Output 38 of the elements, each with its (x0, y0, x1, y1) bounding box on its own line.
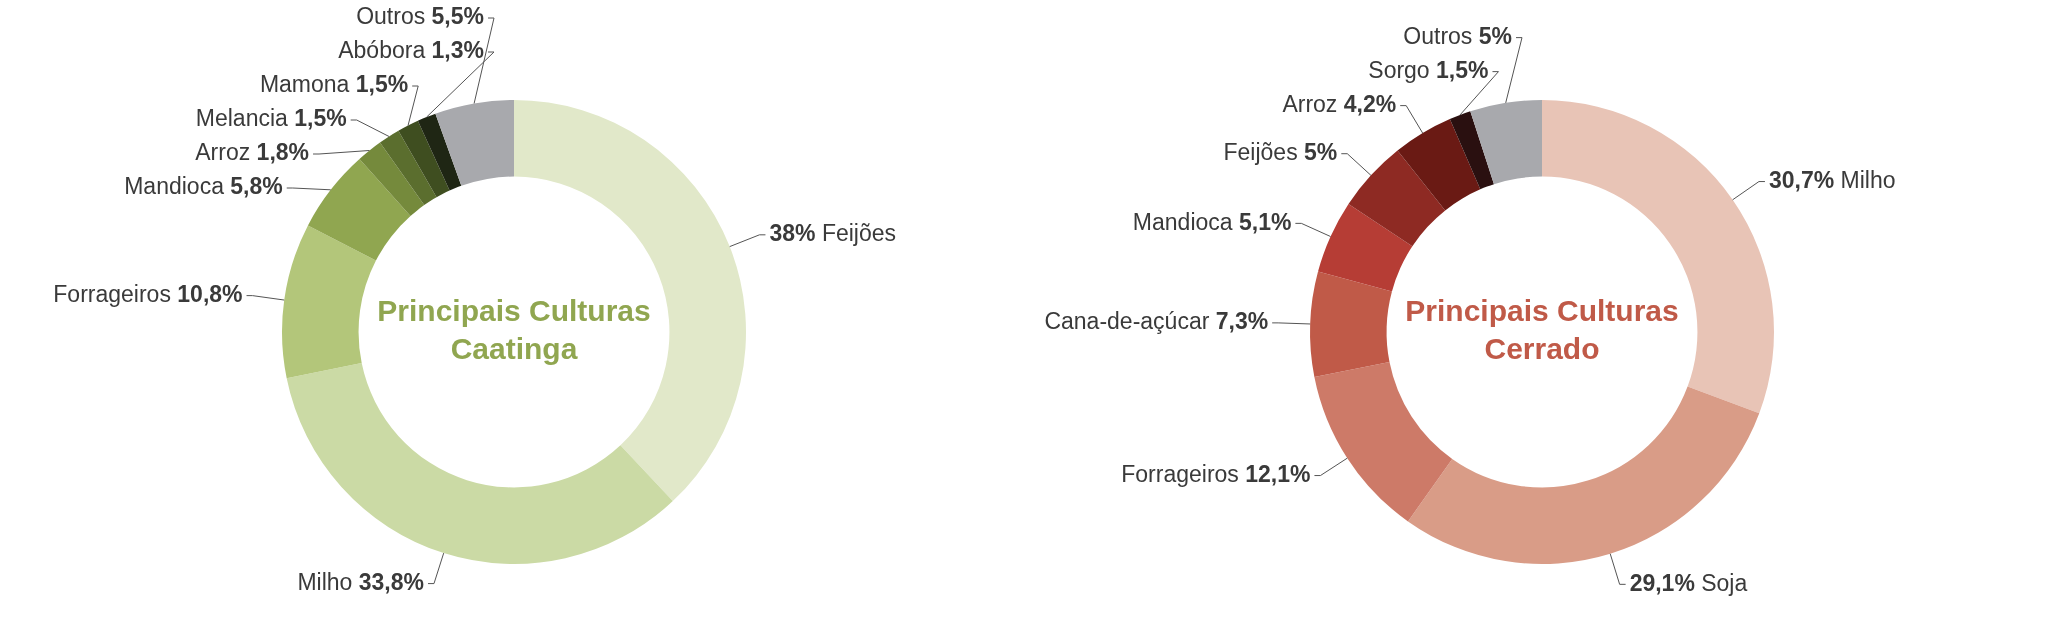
slice-label: Arroz (1282, 90, 1344, 117)
slice-label: Soja (1694, 569, 1748, 596)
slice-label: Feijões (815, 220, 897, 247)
slice-label: Milho (297, 568, 359, 595)
data-label: 29,1% (1629, 569, 1695, 596)
slice-label: Arroz (195, 139, 257, 166)
data-label: 10,8% (177, 280, 243, 307)
slice-label: Forrageiros (1121, 460, 1246, 487)
slice-label: Sorgo (1368, 56, 1437, 83)
data-label: 33,8% (358, 568, 424, 595)
data-label: 38% (769, 220, 816, 247)
text: Principais Culturas Caatinga (377, 294, 651, 366)
slice-label: Mandioca (1132, 208, 1239, 235)
data-label: 1,5% (355, 71, 409, 98)
slice-label: Cana-de-açúcar (1044, 308, 1216, 335)
slice-label: Forrageiros (53, 280, 178, 307)
data-label: 7,3% (1215, 308, 1269, 335)
data-label: 5,8% (230, 173, 283, 200)
data-label: 5,1% (1238, 208, 1292, 235)
slice-label: Milho (1834, 166, 1896, 193)
slice-label: Abóbora (338, 37, 432, 64)
slice-label: Feijões (1223, 139, 1305, 166)
slice-label: Outros (356, 3, 432, 30)
slice-label: Melancia (195, 105, 295, 132)
slice-label: Mandioca (124, 173, 231, 200)
data-label: 30,7% (1768, 166, 1835, 193)
data-label: 5,5% (431, 3, 485, 30)
text: Principais Culturas Cerrado (1405, 294, 1679, 366)
data-label: 1,5% (294, 105, 347, 132)
data-label: 1,5% (1436, 56, 1489, 83)
data-label: 5% (1478, 22, 1513, 49)
data-label: 1,8% (256, 139, 310, 166)
slice-label: Outros (1403, 22, 1479, 49)
data-label: 5% (1304, 139, 1338, 166)
slice-label: Mamona (259, 71, 356, 98)
data-label: 1,3% (431, 37, 485, 64)
data-label: 12,1% (1245, 460, 1311, 487)
data-label: 4,2% (1343, 90, 1397, 117)
